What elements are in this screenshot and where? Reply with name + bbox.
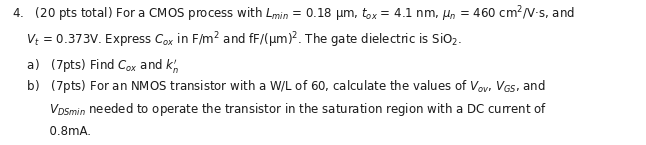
Text: b) (7pts) For an NMOS transistor with a W/L of 60, calculate the values of $V_{o: b) (7pts) For an NMOS transistor with a … — [12, 78, 545, 95]
Text: a) (7pts) Find $C_{ox}$ and $k_n'$: a) (7pts) Find $C_{ox}$ and $k_n'$ — [12, 57, 179, 75]
Text: 4. (20 pts total) For a CMOS process with $L_{min}$ = 0.18 μm, $t_{ox}$ = 4.1 nm: 4. (20 pts total) For a CMOS process wit… — [12, 4, 574, 24]
Text: 0.8mA.: 0.8mA. — [12, 125, 90, 138]
Text: $V_t$ = 0.373V. Express $C_{ox}$ in F/m$^2$ and fF/(μm)$^2$. The gate dielectric: $V_t$ = 0.373V. Express $C_{ox}$ in F/m$… — [12, 30, 461, 50]
Text: $V_{DSmin}$ needed to operate the transistor in the saturation region with a DC : $V_{DSmin}$ needed to operate the transi… — [12, 102, 547, 118]
